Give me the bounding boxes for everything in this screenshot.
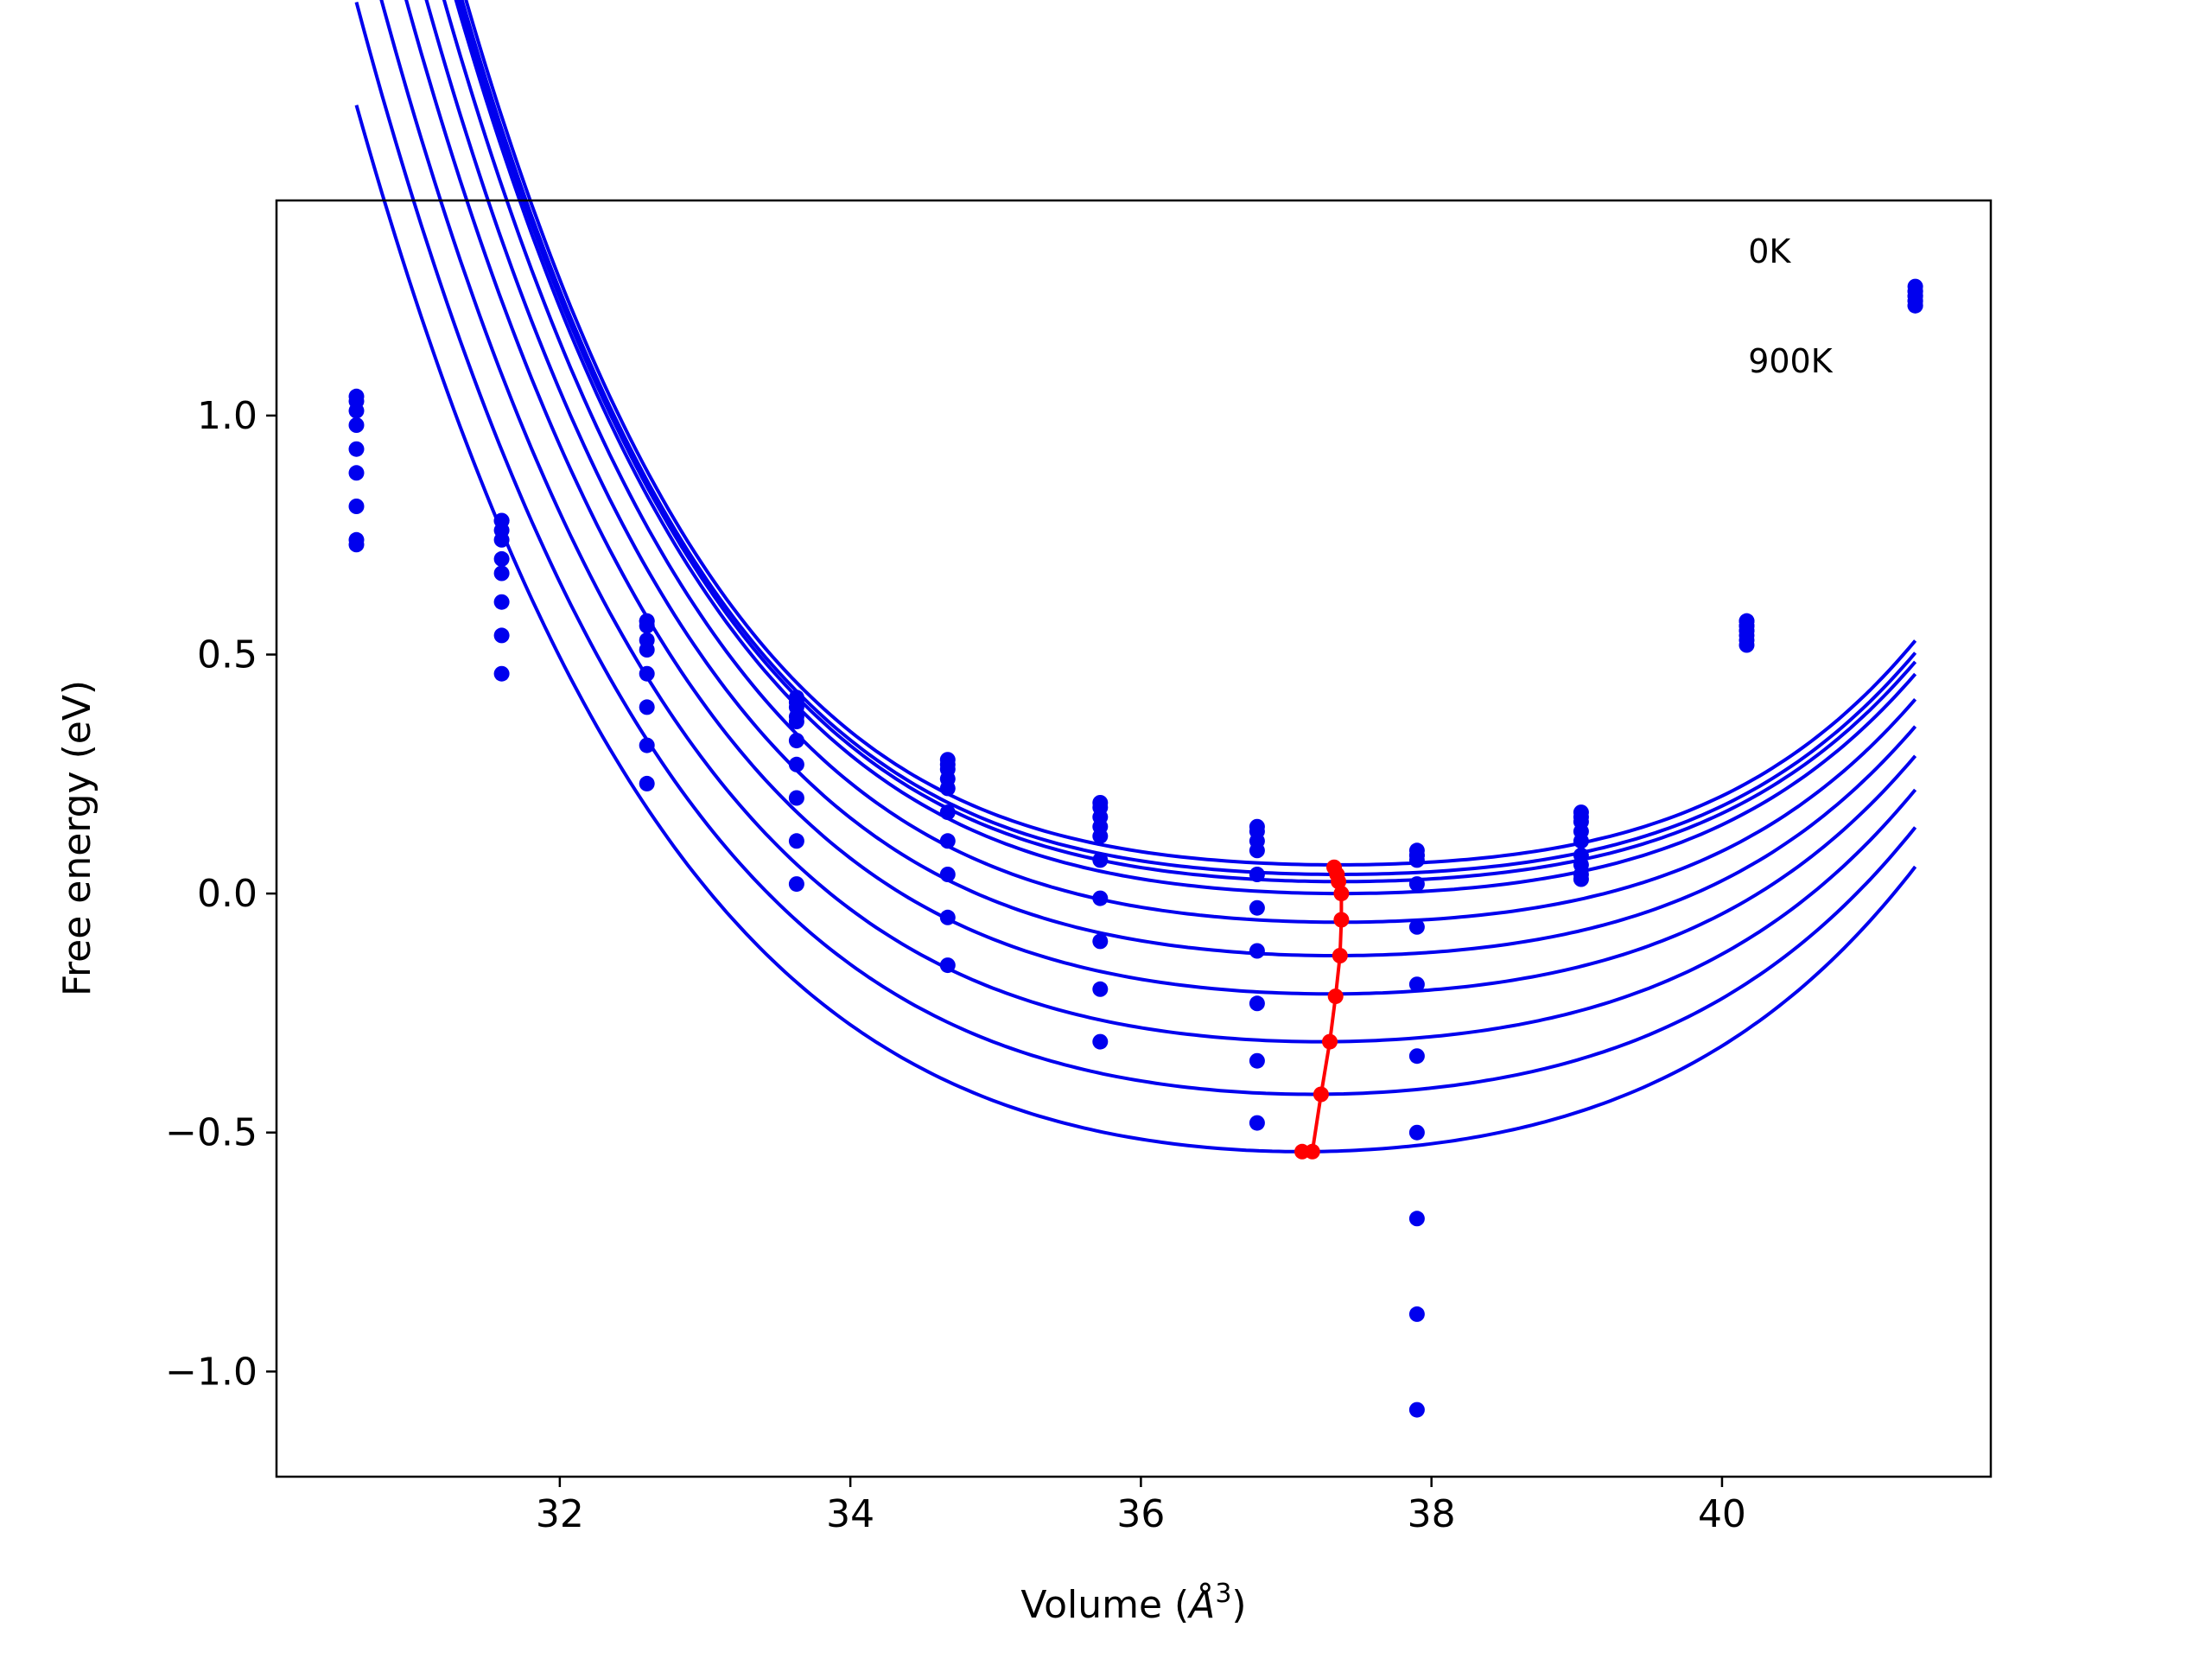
minimum-point-9 [1313, 1086, 1329, 1103]
minimum-point-8 [1322, 1033, 1338, 1050]
data-point-s6-p6 [1092, 852, 1109, 868]
data-point-s5-p9 [1573, 833, 1589, 849]
y-tick-label-3: 0.5 [197, 633, 257, 677]
y-tick-label-0: −1.0 [165, 1350, 257, 1394]
fit-curve-4 [454, 0, 1917, 896]
data-point-s4-p1 [348, 417, 365, 433]
data-point-s9-p10 [1738, 637, 1755, 653]
data-point-s6-p5 [939, 804, 956, 821]
y-tick-label-4: 1.0 [197, 394, 257, 438]
fit-curve-5 [442, 0, 1917, 925]
minimum-point-5 [1333, 912, 1350, 928]
x-tick-label-34: 34 [826, 1492, 874, 1536]
data-point-s5-p2 [493, 550, 510, 567]
data-point-s10-p6 [1092, 1033, 1109, 1050]
y-axis-ticks: −1.0 −0.5 0.0 0.5 1.0 [165, 394, 276, 1394]
x-axis-ticks: 32 34 36 38 40 [536, 1477, 1746, 1536]
data-point-s12-p8 [1408, 1402, 1425, 1418]
fit-curve-6 [424, 0, 1917, 957]
data-point-s11-p8 [1408, 1306, 1425, 1322]
fit-curves [354, 0, 1917, 1154]
data-point-s6-p4 [788, 733, 804, 749]
minimum-point-7 [1327, 988, 1344, 1005]
fit-curve-8 [379, 0, 1917, 1044]
data-point-s5-p1 [348, 441, 365, 457]
data-point-s9-p3 [639, 775, 655, 791]
fit-curve-2 [460, 0, 1917, 876]
data-point-s3-p3 [639, 618, 655, 634]
data-point-s4-p8 [1408, 852, 1425, 868]
data-point-s10-p4 [788, 876, 804, 893]
x-tick-label-36: 36 [1116, 1492, 1165, 1536]
plot-area [276, 200, 1991, 1477]
data-point-s7-p8 [1408, 976, 1425, 993]
y-tick-label-2: 0.0 [197, 872, 257, 916]
data-point-s5-p3 [639, 642, 655, 658]
data-point-s9-p11 [1907, 297, 1923, 314]
data-point-s5-p4 [788, 714, 804, 729]
data-point-s10-p5 [939, 957, 956, 974]
data-point-s5-p8 [1408, 876, 1425, 893]
data-point-s9-p1 [348, 537, 365, 553]
data-point-s7-p2 [493, 594, 510, 610]
data-point-s5-p5 [939, 780, 956, 797]
data-point-s8-p4 [788, 790, 804, 806]
data-point-s6-p2 [493, 565, 510, 582]
x-tick-label-32: 32 [536, 1492, 584, 1536]
data-point-s8-p6 [1092, 933, 1109, 950]
fit-curve-7 [404, 0, 1917, 996]
fit-curve-10 [354, 105, 1917, 1154]
data-point-s8-p8 [1408, 1048, 1425, 1065]
data-point-s8-p5 [939, 867, 956, 882]
y-axis-label: Free energy (eV) [55, 680, 99, 996]
data-point-s9-p8 [1408, 1124, 1425, 1141]
minimum-point-6 [1332, 948, 1348, 963]
data-point-s7-p6 [1092, 890, 1109, 906]
data-point-s9-p5 [939, 909, 956, 925]
fit-curve-1 [464, 0, 1917, 867]
data-point-s6-p7 [1249, 899, 1265, 916]
minimum-point-3 [1331, 874, 1347, 890]
minimum-point-11 [1294, 1143, 1310, 1160]
data-point-s7-p5 [939, 833, 956, 849]
data-point-s7-p3 [639, 699, 655, 715]
data-point-s7-p4 [788, 756, 804, 772]
data-point-s6-p1 [348, 465, 365, 481]
annotation-2: 900K [1748, 342, 1834, 380]
fit-curve-3 [457, 0, 1917, 884]
data-point-s8-p7 [1249, 995, 1265, 1012]
data-point-s4-p7 [1249, 842, 1265, 859]
data-point-s6-p3 [639, 665, 655, 682]
data-point-s9-p4 [788, 833, 804, 849]
data-point-s10-p8 [1408, 1211, 1425, 1227]
data-point-s7-p7 [1249, 943, 1265, 959]
annotations: 0K 900K [1748, 232, 1834, 380]
data-point-s8-p2 [493, 627, 510, 644]
data-point-s6-p8 [1408, 918, 1425, 935]
data-point-s9-p9 [1573, 871, 1589, 887]
y-tick-label-1: −0.5 [165, 1111, 257, 1155]
x-tick-label-38: 38 [1408, 1492, 1456, 1536]
data-point-s9-p7 [1249, 1052, 1265, 1069]
data-point-s3-p1 [348, 403, 365, 419]
minimum-line-group [1294, 859, 1350, 1160]
data-point-s9-p6 [1092, 981, 1109, 997]
plot-frame [275, 199, 1993, 1478]
data-point-s9-p2 [493, 665, 510, 682]
data-points [348, 278, 1923, 1418]
x-tick-label-40: 40 [1698, 1492, 1746, 1536]
x-axis-label: Volume (Å3) [1020, 1579, 1246, 1627]
data-point-s7-p1 [348, 499, 365, 514]
data-point-s5-p7 [1249, 867, 1265, 882]
fit-curve-9 [354, 1, 1917, 1096]
annotation-1: 0K [1748, 232, 1791, 270]
minimum-point-4 [1333, 886, 1350, 902]
data-point-s5-p6 [1092, 828, 1109, 844]
data-point-s8-p3 [639, 737, 655, 753]
data-point-s4-p2 [493, 531, 510, 548]
data-point-s10-p7 [1249, 1115, 1265, 1131]
